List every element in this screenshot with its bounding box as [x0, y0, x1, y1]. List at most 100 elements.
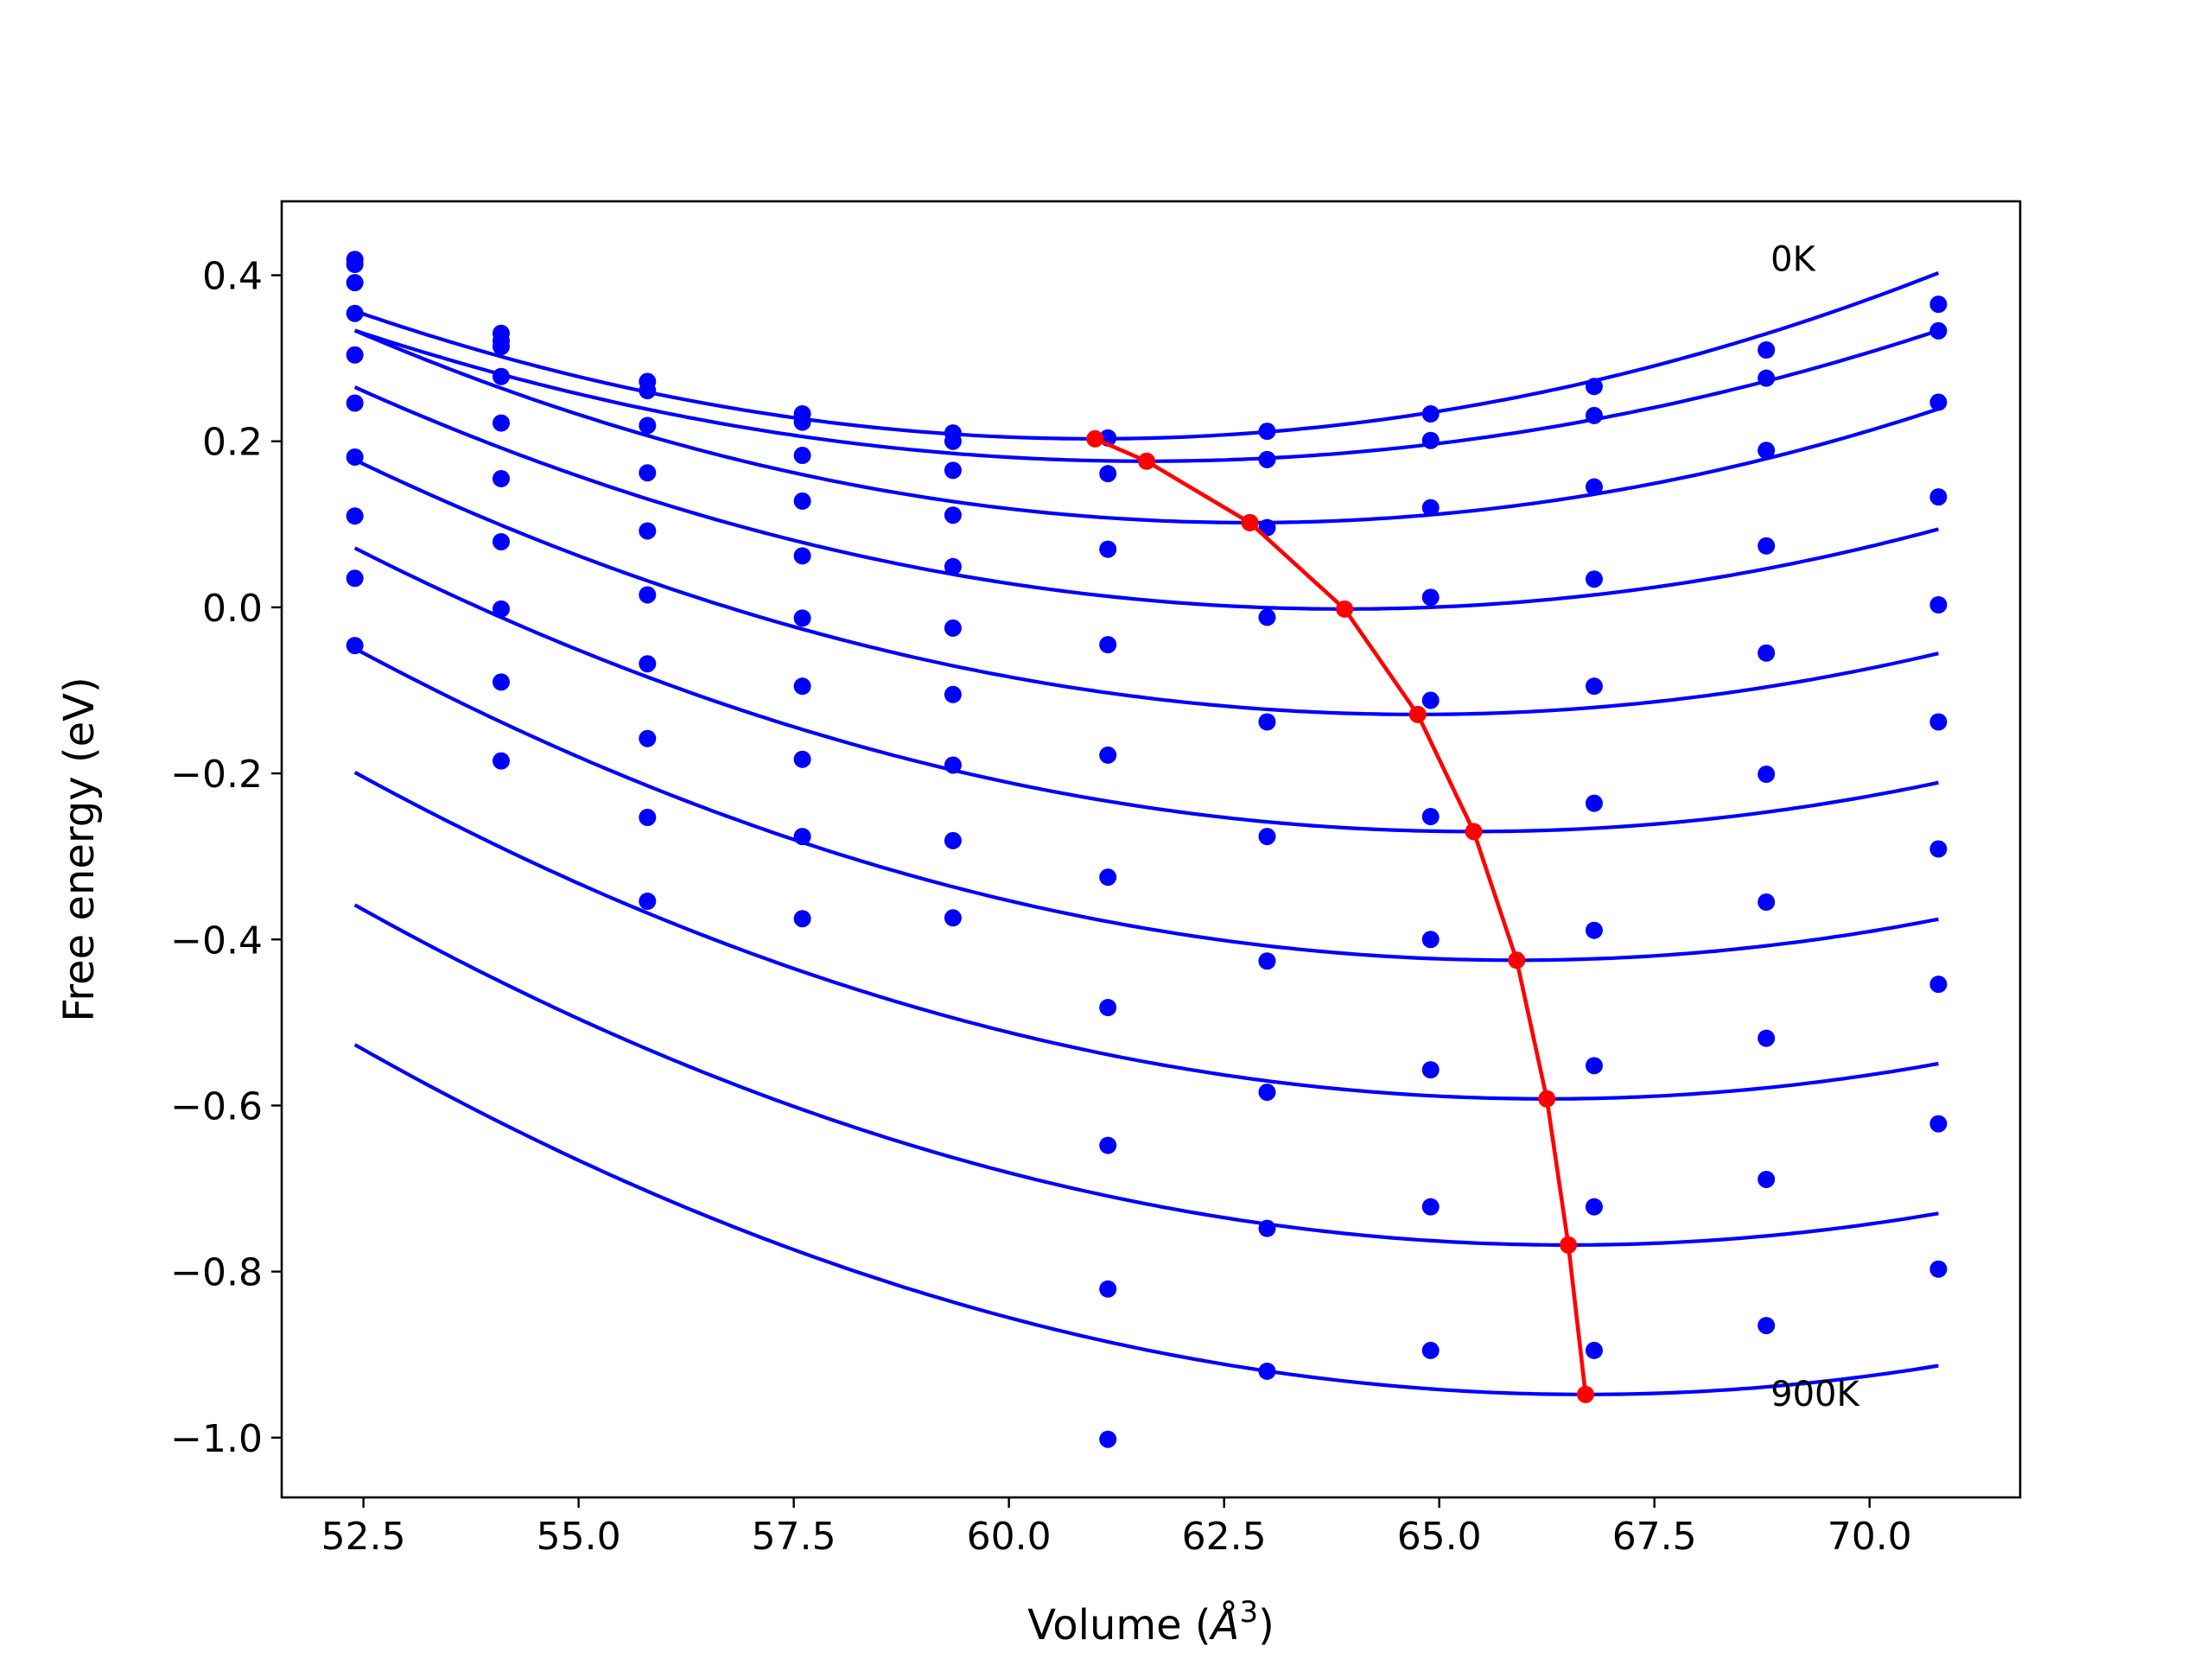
minimum-point — [1538, 1090, 1556, 1108]
fit-curve — [353, 328, 1940, 524]
fit-curve — [353, 903, 1939, 1247]
minimum-path — [1086, 429, 1594, 1403]
fit-curve — [353, 646, 1939, 963]
data-point — [1099, 1430, 1117, 1448]
fit-curve — [353, 546, 1939, 834]
data-point — [1929, 488, 1948, 506]
x-axis: 52.5 55.0 57.5 60.0 62.5 65.0 67.5 70.0 — [321, 1497, 1912, 1559]
data-point — [1929, 713, 1948, 731]
data-point — [346, 304, 364, 322]
data-point — [1258, 713, 1276, 731]
data-point — [1585, 794, 1603, 812]
data-point — [1758, 1029, 1776, 1047]
data-point — [1099, 465, 1117, 483]
data-point — [492, 752, 510, 770]
data-point — [944, 756, 962, 774]
y-tick-label: 0.2 — [202, 421, 263, 465]
data-point — [1585, 1057, 1603, 1075]
data-point — [492, 532, 510, 550]
data-point — [346, 569, 364, 588]
data-point — [1758, 644, 1776, 662]
data-point — [1758, 369, 1776, 387]
data-point — [1758, 893, 1776, 912]
data-point — [944, 831, 962, 849]
minimum-point — [1336, 600, 1354, 618]
minimum-point — [1138, 452, 1156, 470]
data-point — [346, 346, 364, 364]
y-tick-label: 0.0 — [202, 587, 263, 631]
fit-curve — [353, 385, 1939, 611]
data-point — [346, 394, 364, 412]
y-tick-label: −1.0 — [170, 1417, 263, 1461]
data-point — [1758, 766, 1776, 784]
data-point — [1099, 746, 1117, 764]
x-tick-label: 57.5 — [752, 1515, 836, 1559]
data-point — [793, 677, 811, 696]
data-point — [1421, 588, 1440, 607]
data-point — [639, 655, 657, 673]
data-point — [1929, 840, 1948, 858]
data-point — [1585, 677, 1603, 696]
x-tick-label: 62.5 — [1182, 1515, 1267, 1559]
x-tick-label: 60.0 — [967, 1515, 1052, 1559]
y-axis: 0.4 0.2 0.0 −0.2 −0.4 −0.6 −0.8 −1.0 — [170, 255, 282, 1461]
data-point — [1929, 1260, 1948, 1278]
data-point — [346, 637, 364, 655]
data-point — [1258, 952, 1276, 970]
data-point — [1585, 406, 1603, 424]
data-point — [944, 685, 962, 703]
data-point — [639, 416, 657, 435]
data-point — [492, 673, 510, 691]
minimum-point — [1241, 513, 1259, 531]
y-tick-label: 0.4 — [202, 255, 263, 299]
data-point — [1258, 450, 1276, 468]
data-point — [1421, 808, 1440, 826]
data-point — [492, 600, 510, 618]
y-tick-label: −0.8 — [170, 1251, 263, 1295]
data-point — [1099, 868, 1117, 887]
data-point — [1258, 1219, 1276, 1237]
data-point — [793, 447, 811, 465]
data-point — [639, 464, 657, 482]
data-point — [1758, 1170, 1776, 1188]
data-point — [1258, 828, 1276, 846]
data-point — [1421, 1341, 1440, 1359]
data-points — [346, 251, 1948, 1448]
data-point — [1421, 931, 1440, 949]
x-tick-label: 70.0 — [1827, 1515, 1912, 1559]
x-tick-label: 65.0 — [1397, 1515, 1482, 1559]
y-tick-label: −0.6 — [170, 1084, 263, 1128]
data-point — [1099, 1136, 1117, 1154]
data-point — [346, 448, 364, 466]
y-tick-label: −0.2 — [170, 753, 263, 797]
data-point — [1585, 570, 1603, 588]
x-tick-label: 67.5 — [1612, 1515, 1697, 1559]
data-point — [1258, 608, 1276, 626]
minimum-point — [1577, 1385, 1594, 1403]
data-point — [1421, 499, 1440, 517]
data-point — [944, 619, 962, 637]
fit-curves — [353, 270, 1940, 1396]
fit-curve — [354, 270, 1940, 441]
data-point — [944, 506, 962, 524]
fit-curve — [353, 771, 1939, 1101]
data-point — [1929, 596, 1948, 614]
fit-curve — [353, 458, 1939, 716]
data-point — [346, 256, 364, 274]
data-point — [1421, 691, 1440, 709]
data-point — [1421, 404, 1440, 423]
minimum-point — [1408, 705, 1427, 723]
data-point — [793, 492, 811, 510]
data-point — [1421, 431, 1440, 449]
data-point — [1585, 1341, 1603, 1359]
data-point — [492, 414, 510, 432]
data-point — [1585, 378, 1603, 396]
temperature-label: 0K — [1770, 239, 1816, 279]
data-point — [1585, 1198, 1603, 1216]
data-point — [346, 274, 364, 292]
data-point — [793, 609, 811, 627]
data-point — [492, 469, 510, 487]
y-tick-label: −0.4 — [170, 918, 263, 963]
data-point — [1258, 423, 1276, 441]
